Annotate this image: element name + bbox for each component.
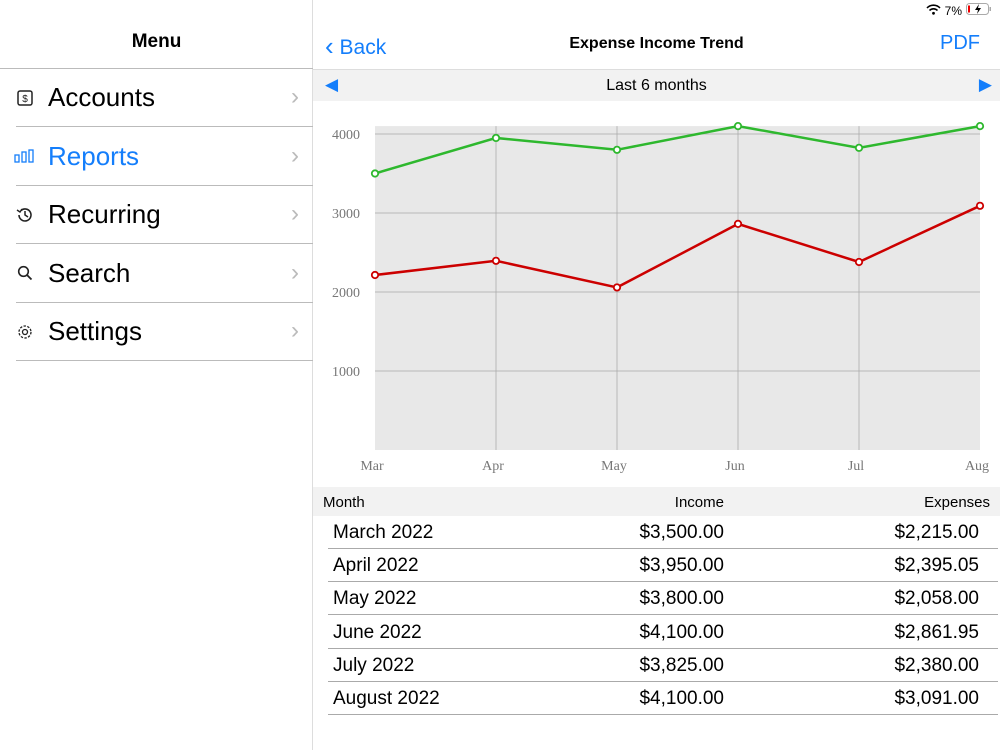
y-tick-label: 1000 <box>332 365 360 380</box>
x-tick-label: Jul <box>848 459 864 474</box>
income-point[interactable] <box>975 121 985 131</box>
cell-month: April 2022 <box>333 555 419 577</box>
history-icon <box>10 206 40 224</box>
sidebar: Menu $ Accounts › Reports › Recurring › Search ›… <box>0 0 313 750</box>
sidebar-item-search[interactable]: Search › <box>16 245 313 303</box>
divider <box>0 68 313 69</box>
income-point[interactable] <box>733 121 743 131</box>
previous-period-button[interactable]: ◀ <box>325 75 339 94</box>
cell-income: $3,825.00 <box>639 654 724 676</box>
cell-month: August 2022 <box>333 688 440 709</box>
cell-month: May 2022 <box>333 588 417 610</box>
period-selector: ◀ Last 6 months ▶ <box>313 69 1000 101</box>
expenses-line <box>374 204 981 289</box>
chevron-right-icon: › <box>291 258 299 286</box>
page-title: Expense Income Trend <box>569 35 744 52</box>
cell-month: June 2022 <box>333 621 422 643</box>
sidebar-item-label: Accounts <box>48 82 155 112</box>
sidebar-item-reports[interactable]: Reports › <box>14 128 313 186</box>
expenses-point[interactable] <box>370 270 380 280</box>
sidebar-item-label: Reports <box>48 140 140 171</box>
cell-expenses: $2,395.05 <box>894 555 979 577</box>
chevron-right-icon: › <box>291 200 299 227</box>
income-point[interactable] <box>370 169 380 178</box>
trend-chart: 1000 2000 3000 4000 Mar Apr May Jun Jul Aug <box>332 121 989 474</box>
income-point[interactable] <box>854 143 864 152</box>
sidebar-item-recurring[interactable]: Recurring › <box>16 186 313 244</box>
chevron-right-icon: › <box>291 317 299 344</box>
y-tick-label: 2000 <box>332 286 360 301</box>
cell-expenses: $3,091.00 <box>894 688 979 709</box>
chevron-right-icon: › <box>291 83 299 110</box>
battery-percent: 7% <box>944 3 962 18</box>
y-tick-label: 4000 <box>332 128 360 143</box>
table-row[interactable]: May 2022 $3,800.00 $2,058.00 <box>328 582 998 616</box>
table-row[interactable]: April 2022 $3,950.00 $2,395.05 <box>328 549 998 583</box>
sidebar-item-label: Settings <box>48 316 142 346</box>
cell-income: $4,100.00 <box>639 688 724 709</box>
back-button[interactable]: ‹ Back <box>325 30 386 61</box>
table-row[interactable]: June 2022 $4,100.00 $2,861.95 <box>328 616 998 649</box>
income-point[interactable] <box>491 133 501 143</box>
expenses-point[interactable] <box>491 256 501 265</box>
sidebar-item-settings[interactable]: Settings › <box>16 303 313 361</box>
y-tick-label: 3000 <box>332 207 360 222</box>
sidebar-item-label: Search <box>48 257 131 288</box>
chevron-left-icon: ‹ <box>325 31 334 61</box>
header-expenses: Expenses <box>924 494 990 511</box>
chevron-right-icon: › <box>291 141 299 169</box>
cell-income: $3,800.00 <box>639 588 724 610</box>
dollar-icon: $ <box>10 89 40 106</box>
battery-charging-icon <box>966 3 992 18</box>
svg-text:$: $ <box>22 94 28 105</box>
back-label: Back <box>339 36 387 59</box>
gear-icon <box>10 323 40 341</box>
expenses-point[interactable] <box>733 219 743 229</box>
header-income: Income <box>674 494 724 511</box>
expenses-point[interactable] <box>975 201 985 210</box>
search-icon <box>10 265 40 281</box>
income-point[interactable] <box>612 145 622 154</box>
cell-income: $3,950.00 <box>639 555 724 577</box>
wifi-icon <box>926 3 941 18</box>
cell-expenses: $2,380.00 <box>894 654 979 676</box>
expenses-point[interactable] <box>854 257 864 267</box>
next-period-button[interactable]: ▶ <box>978 75 992 94</box>
x-tick-label: Mar <box>360 459 384 474</box>
menu-title: Menu <box>131 31 182 52</box>
sidebar-item-label: Recurring <box>48 199 161 229</box>
bar-chart-icon <box>10 149 40 163</box>
plot-area <box>375 126 980 450</box>
x-tick-label: Aug <box>965 459 989 474</box>
table-header: Month Income Expenses <box>313 487 1000 516</box>
x-tick-label: Apr <box>482 459 504 474</box>
cell-expenses: $2,861.95 <box>894 621 979 643</box>
income-line <box>374 124 981 175</box>
period-label: Last 6 months <box>606 77 707 94</box>
table-row[interactable]: August 2022 $4,100.00 $3,091.00 <box>328 682 998 715</box>
cell-month: July 2022 <box>333 654 415 676</box>
status-bar: 7% <box>926 3 992 18</box>
x-tick-label: Jun <box>725 459 744 474</box>
main-panel: 7% ‹ Back Expense Income Trend PDF ◀ Las… <box>313 0 1000 750</box>
cell-expenses: $2,058.00 <box>894 588 979 610</box>
sidebar-item-accounts[interactable]: $ Accounts › <box>16 69 313 127</box>
cell-income: $4,100.00 <box>639 621 724 643</box>
table-row[interactable]: July 2022 $3,825.00 $2,380.00 <box>328 649 998 682</box>
cell-month: March 2022 <box>333 522 434 543</box>
pdf-button[interactable]: PDF <box>940 32 980 54</box>
expenses-point[interactable] <box>612 283 622 292</box>
cell-expenses: $2,215.00 <box>894 522 979 543</box>
cell-income: $3,500.00 <box>639 522 724 543</box>
table-row[interactable]: March 2022 $3,500.00 $2,215.00 <box>328 516 998 549</box>
x-tick-label: May <box>601 459 627 474</box>
header-month: Month <box>323 494 365 511</box>
